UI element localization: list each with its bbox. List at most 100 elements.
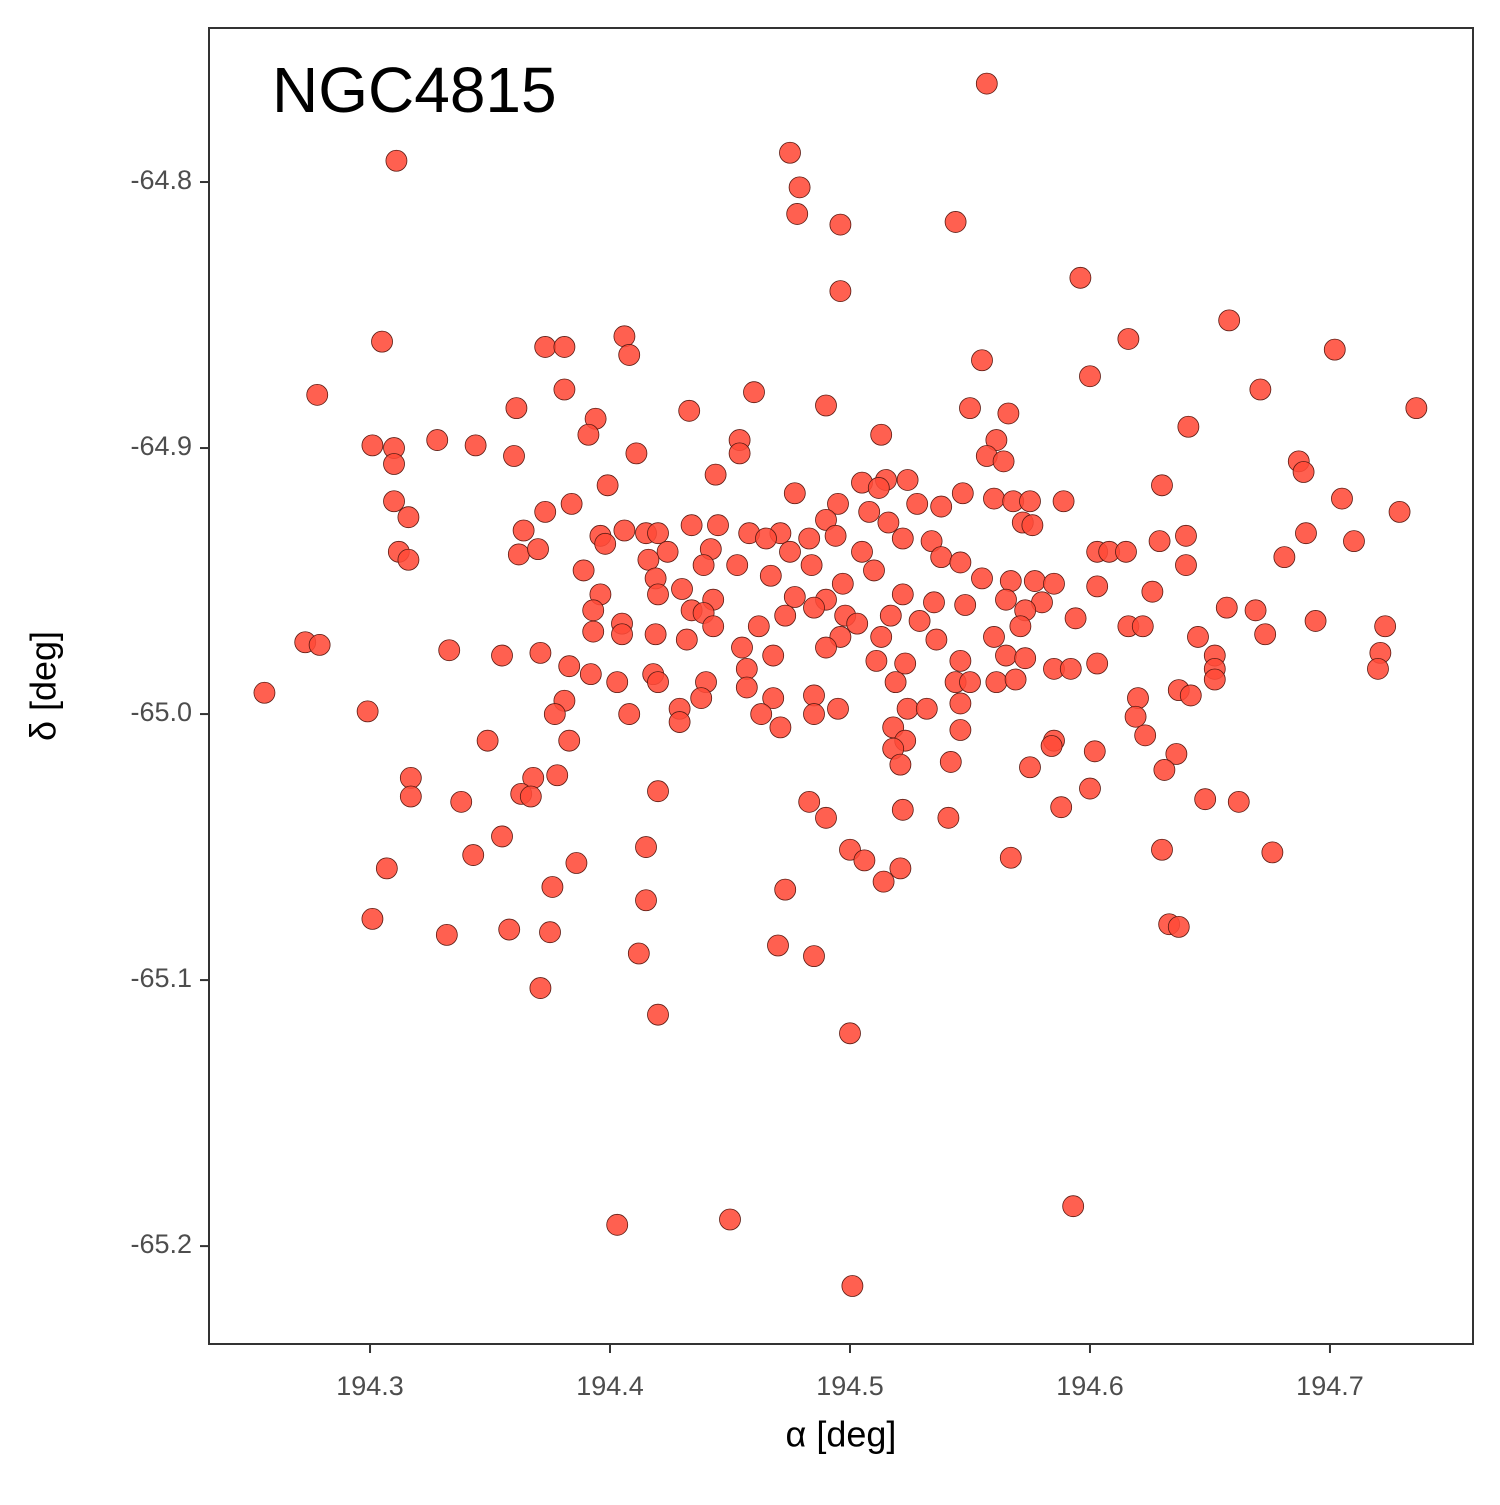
data-point [1148,530,1171,553]
data-point [985,671,1008,694]
data-point [435,923,458,946]
data-point [397,548,420,571]
data-point [735,676,758,699]
data-point [983,487,1005,510]
data-point [1388,500,1411,523]
data-point [891,798,914,821]
data-point [1254,623,1277,646]
data-point [1009,615,1032,638]
data-point [831,572,854,595]
data-point [1175,554,1197,576]
data-point [1086,575,1109,598]
data-point [491,644,513,667]
data-point [680,514,703,537]
data-point [870,626,893,648]
data-point [803,703,825,725]
data-point [1331,487,1353,510]
data-point [1021,514,1044,537]
data-point [1040,735,1063,757]
data-point [762,687,785,710]
data-point [829,213,852,236]
data-point [1227,790,1250,813]
data-point [527,538,549,561]
data-point [1165,743,1188,765]
data-point [853,849,876,872]
y-tick-label: -65.2 [130,1229,192,1259]
points-layer [253,72,1428,1297]
data-point [438,639,461,662]
data-point [858,500,881,523]
data-point [1292,461,1315,483]
data-point [1194,788,1217,811]
data-point [824,524,847,547]
data-point [999,570,1022,592]
data-point [879,604,902,627]
data-point [618,344,641,366]
data-point [503,445,525,467]
data-point [647,583,669,606]
x-tick-label: 194.5 [816,1371,884,1401]
data-point [577,423,600,446]
data-point [889,857,912,880]
data-point [803,684,825,707]
data-point [1069,266,1092,289]
data-point [829,280,852,302]
data-point [553,378,576,401]
y-axis-title: δ [deg] [23,631,64,741]
data-point [692,554,715,576]
data-point [767,934,789,957]
data-point [546,764,569,787]
data-point [863,559,885,582]
data-point [728,442,751,465]
data-point [1244,599,1267,622]
data-point [851,540,873,563]
data-point [1059,657,1082,680]
data-point [618,703,641,725]
x-tick-label: 194.6 [1056,1371,1124,1401]
data-point [759,564,782,587]
data-point [656,540,679,563]
data-point [1083,740,1106,763]
data-point [949,649,972,672]
data-point [815,508,837,531]
data-point [253,681,276,704]
data-point [1151,838,1173,861]
data-point [959,397,981,420]
data-point [558,729,581,752]
data-point [678,399,701,422]
data-point [675,628,698,651]
data-point [647,671,669,694]
x-tick-label: 194.3 [336,1371,404,1401]
data-point [815,636,837,659]
data-point [1175,524,1197,547]
data-point [606,671,629,694]
data-point [450,790,473,813]
data-point [827,697,849,720]
data-point [906,493,929,515]
data-point [1323,338,1346,361]
data-point [1115,540,1137,563]
y-tick-label: -65.1 [130,963,192,993]
data-point [553,336,576,358]
data-point [1127,687,1149,710]
data-point [923,591,945,614]
data-point [774,878,797,901]
data-point [627,942,650,965]
data-point [476,729,499,752]
panel-border [208,27,1474,1345]
data-point [769,716,792,739]
data-point [1295,522,1317,545]
data-point [1141,580,1164,603]
data-point [462,844,485,866]
data-point [747,615,770,638]
data-point [889,753,912,776]
data-point [1261,841,1284,864]
data-point [971,567,993,590]
data-point [896,469,919,491]
data-point [704,463,727,486]
data-point [635,836,657,858]
data-point [992,450,1015,473]
data-point [846,612,869,635]
